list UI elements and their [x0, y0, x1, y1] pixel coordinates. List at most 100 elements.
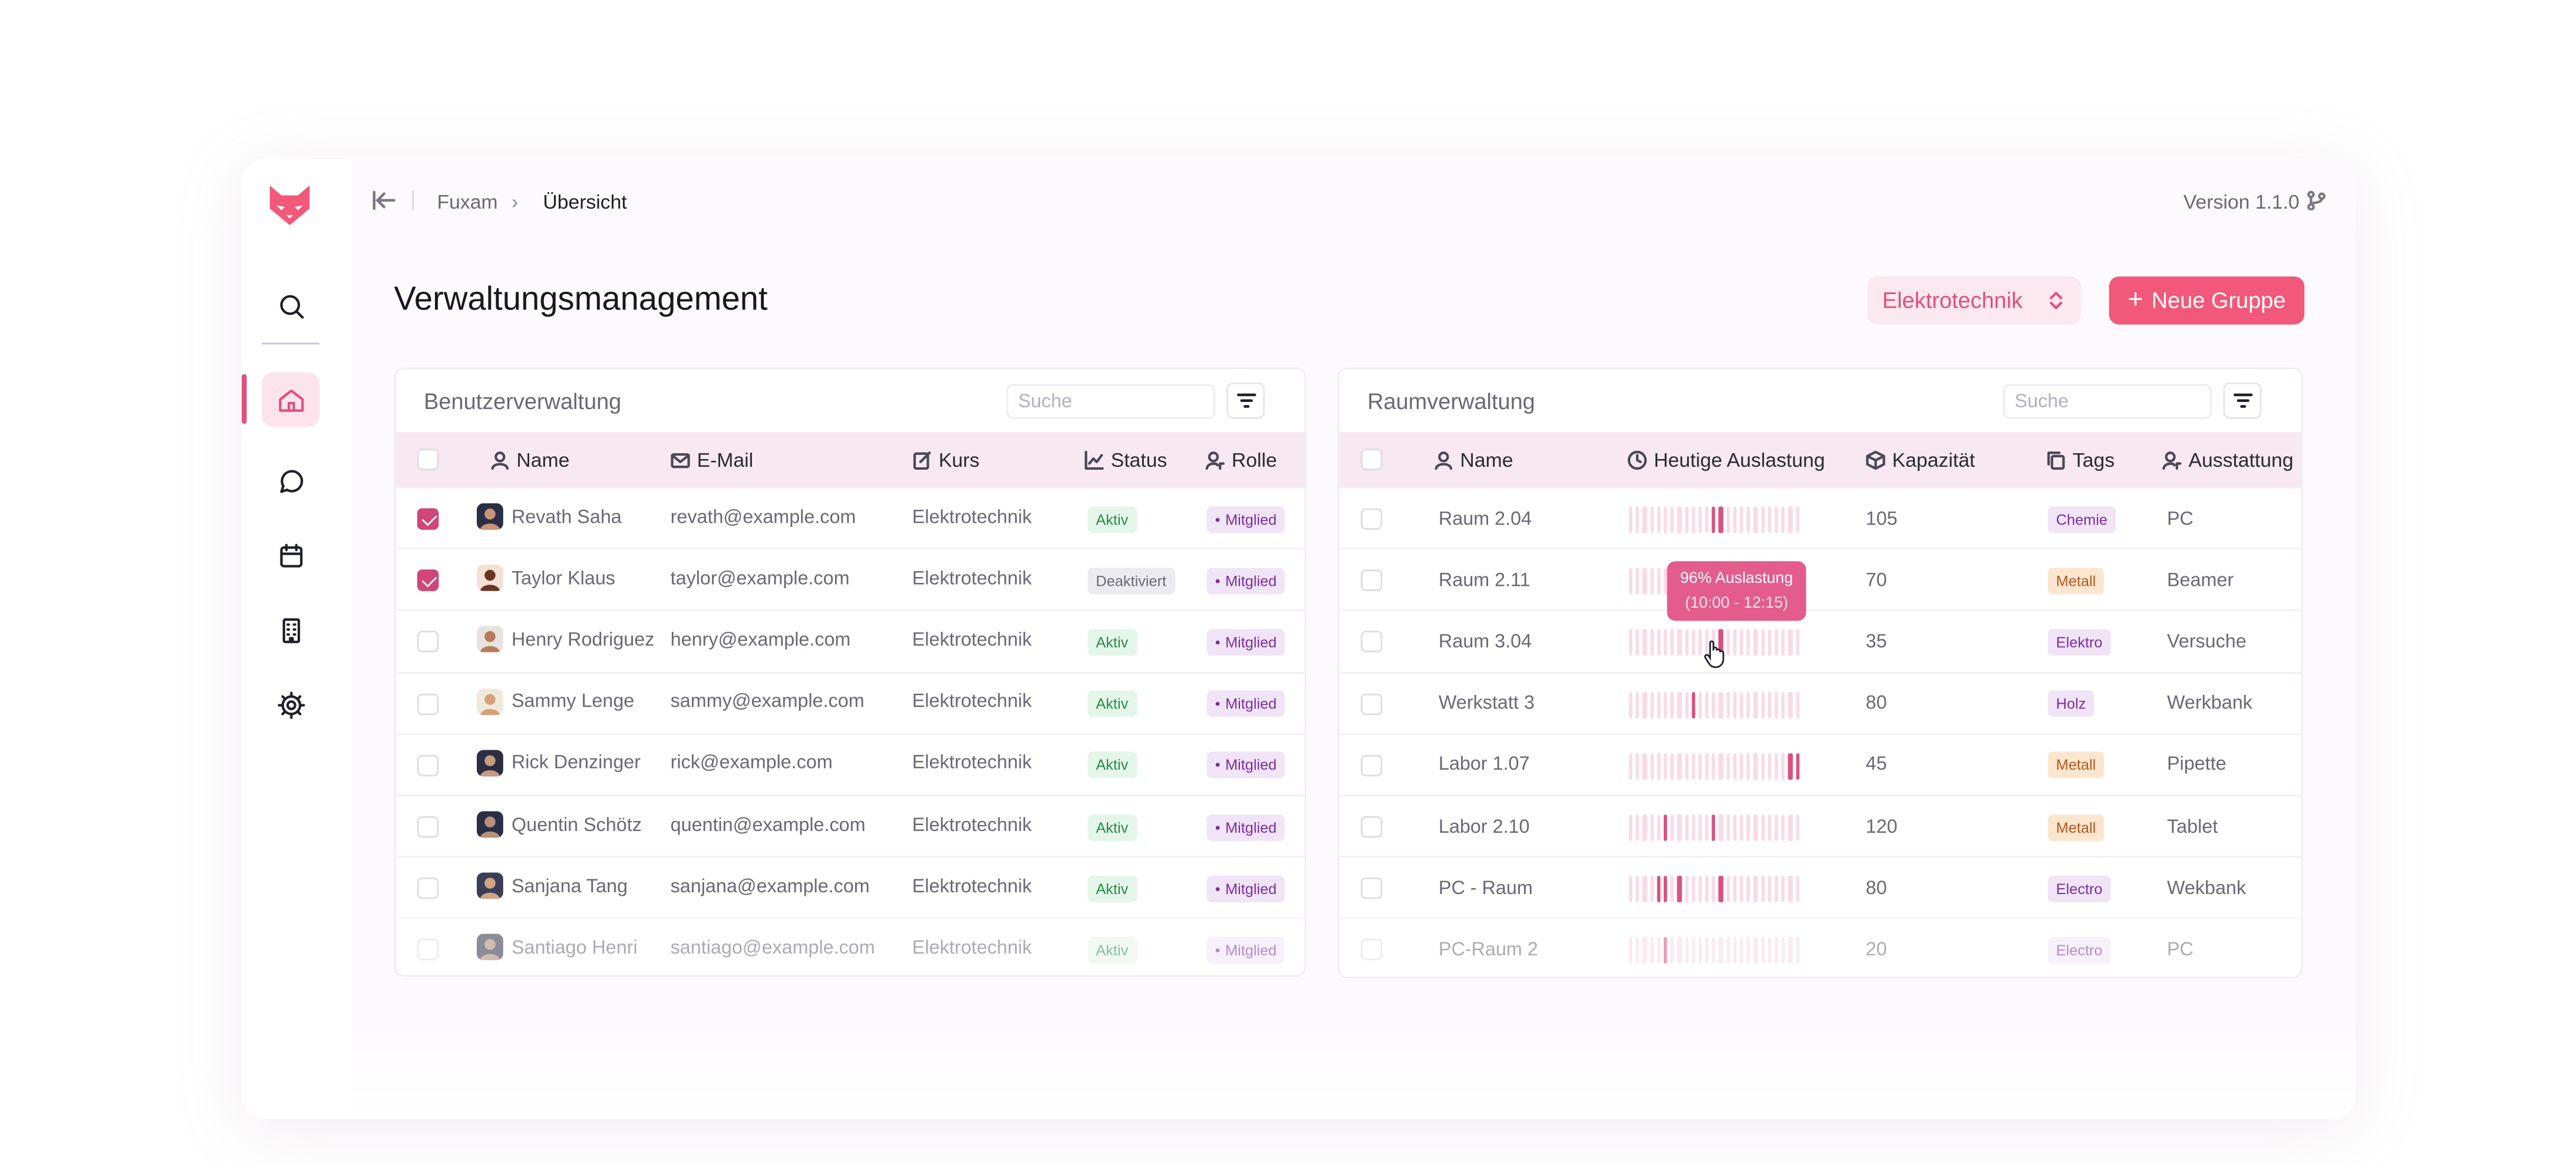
- collapse-sidebar-icon[interactable]: [372, 189, 395, 212]
- usage-slot[interactable]: [1635, 753, 1640, 780]
- column-header-name[interactable]: Name: [1434, 432, 1513, 487]
- usage-slot[interactable]: [1767, 937, 1772, 964]
- table-row[interactable]: Sanjana Tang sanjana@example.com Elektrote…: [395, 856, 1305, 918]
- usage-slot[interactable]: [1635, 691, 1640, 718]
- usage-slot[interactable]: [1740, 506, 1744, 533]
- room-tag[interactable]: Metall: [2047, 813, 2105, 840]
- usage-slot[interactable]: [1691, 753, 1696, 780]
- usage-slot[interactable]: [1774, 629, 1779, 657]
- select-all-checkbox[interactable]: [1360, 449, 1383, 470]
- usage-slot[interactable]: [1726, 937, 1730, 964]
- table-row[interactable]: PC-Raum 2 20 Electro PC: [1339, 918, 2301, 977]
- usage-slot[interactable]: [1642, 691, 1647, 718]
- role-badge[interactable]: Mitglied: [1206, 875, 1285, 902]
- department-select[interactable]: Elektrotechnik: [1867, 276, 2081, 325]
- usage-slot[interactable]: [1642, 629, 1647, 657]
- user-search-input[interactable]: Suche: [1006, 384, 1215, 419]
- usage-slot[interactable]: [1691, 506, 1696, 533]
- usage-slot[interactable]: [1726, 753, 1730, 780]
- usage-slot[interactable]: [1677, 629, 1681, 657]
- usage-slot[interactable]: [1795, 876, 1799, 903]
- usage-timeline[interactable]: [1629, 629, 1799, 657]
- usage-slot[interactable]: [1760, 629, 1764, 657]
- usage-slot[interactable]: [1691, 629, 1696, 657]
- usage-timeline[interactable]: [1629, 753, 1799, 780]
- usage-slot[interactable]: [1712, 753, 1716, 780]
- column-header-tags[interactable]: Tags: [2046, 432, 2115, 487]
- role-badge[interactable]: Mitglied: [1206, 752, 1285, 779]
- usage-slot[interactable]: [1650, 568, 1654, 595]
- usage-slot[interactable]: [1642, 876, 1647, 903]
- usage-slot[interactable]: [1740, 753, 1744, 780]
- usage-slot[interactable]: [1760, 876, 1764, 903]
- usage-slot[interactable]: [1663, 876, 1668, 903]
- usage-slot[interactable]: [1698, 691, 1702, 718]
- usage-slot[interactable]: [1657, 937, 1661, 964]
- role-badge[interactable]: Mitglied: [1206, 813, 1285, 840]
- usage-slot[interactable]: [1774, 937, 1779, 964]
- room-tag[interactable]: Electro: [2047, 875, 2111, 902]
- row-checkbox[interactable]: [1360, 693, 1383, 715]
- usage-slot[interactable]: [1663, 753, 1668, 780]
- usage-slot[interactable]: [1657, 876, 1661, 903]
- usage-slot[interactable]: [1781, 876, 1785, 903]
- usage-slot[interactable]: [1657, 753, 1661, 780]
- usage-slot[interactable]: [1740, 937, 1744, 964]
- usage-slot[interactable]: [1691, 876, 1696, 903]
- table-row[interactable]: Labor 1.07 45 Metall Pipette: [1339, 733, 2301, 794]
- usage-slot[interactable]: [1795, 691, 1799, 718]
- column-header-name[interactable]: Name: [490, 432, 569, 487]
- usage-slot[interactable]: [1753, 753, 1757, 780]
- usage-slot[interactable]: [1677, 506, 1681, 533]
- usage-slot[interactable]: [1781, 753, 1785, 780]
- usage-slot[interactable]: [1740, 876, 1744, 903]
- usage-slot[interactable]: [1753, 691, 1757, 718]
- usage-timeline[interactable]: [1629, 876, 1799, 903]
- usage-slot[interactable]: [1684, 815, 1688, 841]
- usage-slot[interactable]: [1712, 691, 1716, 718]
- filter-icon[interactable]: [1226, 382, 1265, 419]
- usage-slot[interactable]: [1705, 815, 1709, 841]
- usage-slot[interactable]: [1663, 937, 1668, 964]
- usage-slot[interactable]: [1788, 815, 1792, 841]
- usage-slot[interactable]: [1629, 568, 1633, 595]
- usage-slot[interactable]: [1733, 753, 1737, 780]
- usage-slot[interactable]: [1712, 937, 1716, 964]
- usage-slot[interactable]: [1733, 506, 1737, 533]
- usage-slot[interactable]: [1774, 876, 1779, 903]
- usage-slot[interactable]: [1767, 506, 1772, 533]
- usage-slot[interactable]: [1747, 876, 1751, 903]
- usage-slot[interactable]: [1670, 753, 1674, 780]
- role-badge[interactable]: Mitglied: [1206, 629, 1285, 656]
- table-row[interactable]: Raum 2.04 105 Chemie PC: [1339, 486, 2301, 548]
- usage-slot[interactable]: [1774, 753, 1779, 780]
- usage-slot[interactable]: [1650, 937, 1654, 964]
- usage-slot[interactable]: [1767, 629, 1772, 657]
- usage-slot[interactable]: [1795, 937, 1799, 964]
- usage-slot[interactable]: [1698, 629, 1702, 657]
- row-checkbox[interactable]: [1360, 816, 1383, 838]
- usage-slot[interactable]: [1635, 937, 1640, 964]
- usage-slot[interactable]: [1629, 753, 1633, 780]
- row-checkbox[interactable]: [417, 569, 439, 592]
- usage-slot[interactable]: [1705, 937, 1709, 964]
- usage-slot[interactable]: [1635, 629, 1640, 657]
- usage-slot[interactable]: [1705, 691, 1709, 718]
- search-icon[interactable]: [262, 278, 319, 333]
- usage-slot[interactable]: [1684, 506, 1688, 533]
- usage-slot[interactable]: [1657, 691, 1661, 718]
- usage-slot[interactable]: [1719, 815, 1723, 841]
- usage-slot[interactable]: [1747, 753, 1751, 780]
- usage-slot[interactable]: [1747, 506, 1751, 533]
- usage-slot[interactable]: [1642, 815, 1647, 841]
- column-header-email[interactable]: E-Mail: [671, 432, 753, 487]
- usage-slot[interactable]: [1747, 937, 1751, 964]
- usage-slot[interactable]: [1733, 937, 1737, 964]
- calendar-icon[interactable]: [262, 528, 319, 583]
- row-checkbox[interactable]: [417, 939, 439, 961]
- usage-slot[interactable]: [1629, 815, 1633, 841]
- usage-slot[interactable]: [1795, 753, 1799, 780]
- row-checkbox[interactable]: [1360, 569, 1383, 592]
- row-checkbox[interactable]: [1360, 631, 1383, 653]
- column-header-capacity[interactable]: Kapazität: [1866, 432, 1975, 487]
